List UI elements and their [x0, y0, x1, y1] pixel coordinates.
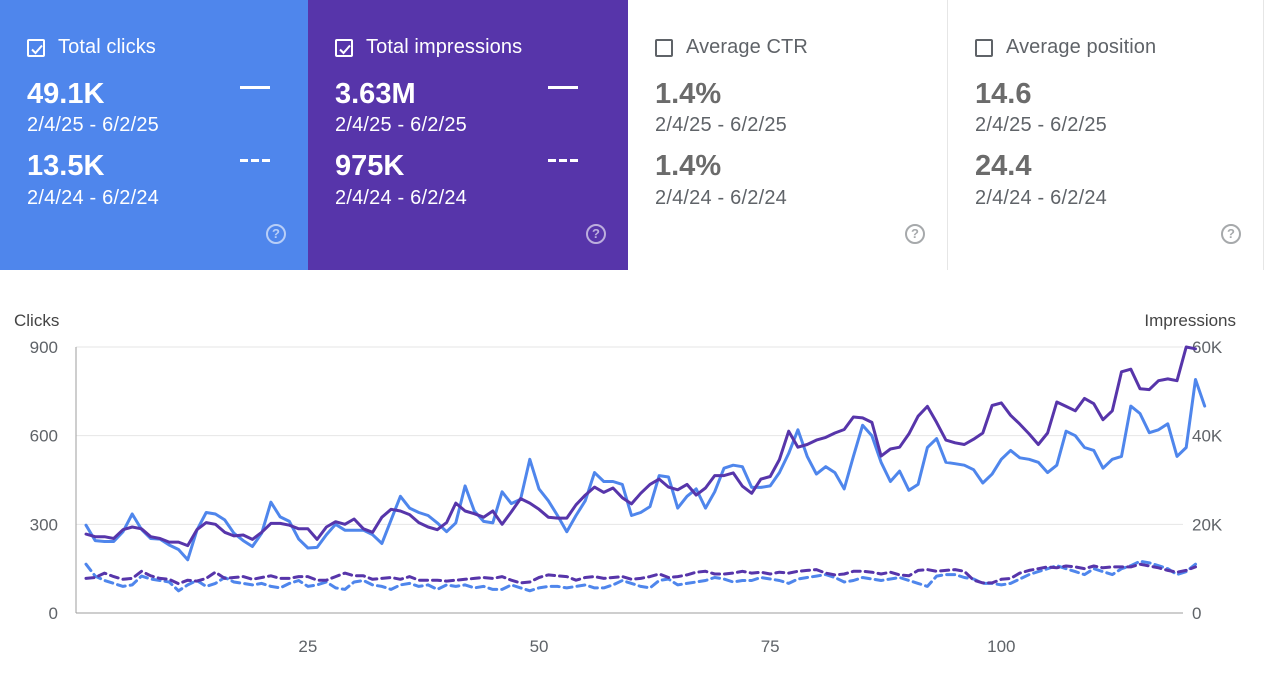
x-tick-label: 100	[987, 637, 1015, 656]
previous-value: 975K	[335, 150, 405, 182]
series-line-impressions-previous	[84, 562, 1197, 586]
x-tick-label: 25	[298, 637, 317, 656]
previous-range: 2/4/24 - 6/2/24	[655, 187, 787, 209]
help-icon[interactable]: ?	[905, 224, 925, 244]
dashed-line-legend-icon	[548, 159, 578, 162]
previous-value: 24.4	[975, 150, 1032, 182]
current-value: 14.6	[975, 78, 1032, 110]
previous-value: 1.4%	[655, 150, 722, 182]
right-axis-label: Impressions	[1144, 311, 1236, 330]
current-range: 2/4/25 - 6/2/25	[975, 114, 1107, 136]
current-value: 1.4%	[655, 78, 722, 110]
current-range: 2/4/25 - 6/2/25	[655, 114, 787, 136]
card-title: Average CTR	[686, 36, 808, 58]
left-axis-ticks: 0 300 600 900	[30, 338, 58, 623]
right-tick-label: 0	[1192, 604, 1201, 623]
help-icon[interactable]: ?	[1221, 224, 1241, 244]
series-line-clicks-current	[84, 378, 1207, 562]
average-position-card[interactable]: Average position 14.6 2/4/25 - 6/2/25 24…	[948, 0, 1264, 270]
card-title: Average position	[1006, 36, 1157, 58]
series-lines	[84, 345, 1207, 593]
current-range: 2/4/25 - 6/2/25	[335, 114, 467, 136]
x-tick-label: 50	[530, 637, 549, 656]
right-tick-label: 20K	[1192, 515, 1223, 534]
left-tick-label: 0	[49, 604, 58, 623]
solid-line-legend-icon	[240, 86, 270, 89]
x-tick-label: 75	[761, 637, 780, 656]
left-axis-label: Clicks	[14, 311, 59, 330]
right-tick-label: 60K	[1192, 338, 1223, 357]
previous-range: 2/4/24 - 6/2/24	[335, 187, 467, 209]
current-value: 3.63M	[335, 78, 416, 110]
series-line-clicks-previous	[84, 559, 1197, 593]
total-clicks-card[interactable]: Total clicks 49.1K 2/4/25 - 6/2/25 13.5K…	[0, 0, 308, 270]
help-icon[interactable]: ?	[266, 224, 286, 244]
previous-range: 2/4/24 - 6/2/24	[27, 187, 159, 209]
x-axis-ticks: 25 50 75 100	[298, 637, 1015, 656]
checkbox-checked-icon[interactable]	[27, 39, 45, 57]
right-axis-ticks: 0 20K 40K 60K	[1192, 338, 1223, 623]
card-title: Total impressions	[366, 36, 523, 58]
gridlines	[75, 346, 1183, 614]
left-tick-label: 300	[30, 515, 58, 534]
right-tick-label: 40K	[1192, 427, 1223, 446]
total-impressions-card[interactable]: Total impressions 3.63M 2/4/25 - 6/2/25 …	[308, 0, 628, 270]
checkbox-checked-icon[interactable]	[335, 39, 353, 57]
help-icon[interactable]: ?	[586, 224, 606, 244]
previous-range: 2/4/24 - 6/2/24	[975, 187, 1107, 209]
left-tick-label: 900	[30, 338, 58, 357]
current-value: 49.1K	[27, 78, 105, 110]
previous-value: 13.5K	[27, 150, 105, 182]
average-ctr-card[interactable]: Average CTR 1.4% 2/4/25 - 6/2/25 1.4% 2/…	[628, 0, 948, 270]
metric-cards: Total clicks 49.1K 2/4/25 - 6/2/25 13.5K…	[0, 0, 1264, 270]
current-range: 2/4/25 - 6/2/25	[27, 114, 159, 136]
series-line-impressions-current	[84, 345, 1197, 548]
left-tick-label: 600	[30, 427, 58, 446]
card-title: Total clicks	[58, 36, 156, 58]
performance-chart: Clicks Impressions 0 300 600 900 0 20K 40K 60K…	[14, 311, 1236, 656]
dashed-line-legend-icon	[240, 159, 270, 162]
checkbox-unchecked-icon[interactable]	[975, 39, 993, 57]
checkbox-unchecked-icon[interactable]	[655, 39, 673, 57]
solid-line-legend-icon	[548, 86, 578, 89]
